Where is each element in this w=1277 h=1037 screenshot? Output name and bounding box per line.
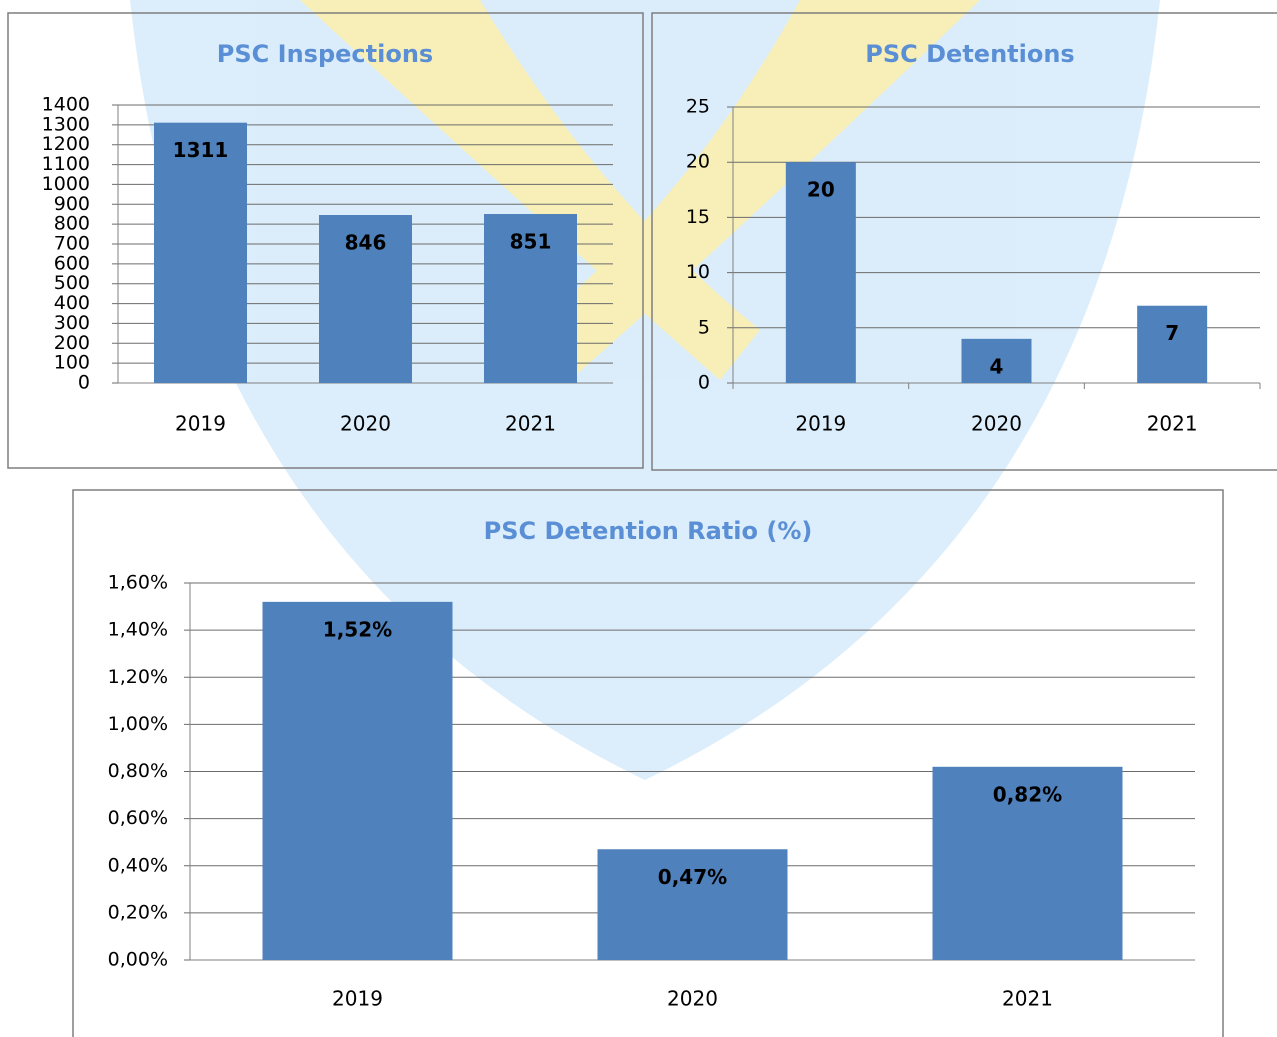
y-tick-label: 1300 — [42, 113, 90, 135]
bar — [263, 602, 453, 960]
data-label: 1311 — [173, 138, 229, 162]
y-tick-label: 500 — [54, 272, 90, 294]
y-tick-label: 100 — [54, 352, 90, 374]
x-tick-label: 2019 — [795, 412, 846, 436]
data-label: 7 — [1165, 321, 1179, 345]
y-tick-label: 15 — [686, 206, 710, 228]
y-tick-label: 900 — [54, 193, 90, 215]
y-tick-label: 1200 — [42, 133, 90, 155]
y-tick-label: 1,00% — [108, 713, 168, 735]
data-label: 0,47% — [658, 865, 727, 889]
chart-title: PSC Detentions — [865, 40, 1074, 68]
y-tick-label: 10 — [686, 261, 710, 283]
data-label: 851 — [510, 230, 552, 254]
y-tick-label: 200 — [54, 332, 90, 354]
x-tick-label: 2021 — [1002, 987, 1053, 1011]
chart-title: PSC Detention Ratio (%) — [484, 517, 813, 545]
y-tick-label: 1,40% — [108, 619, 168, 641]
y-tick-label: 0,20% — [108, 901, 168, 923]
y-tick-label: 1,60% — [108, 572, 168, 594]
y-tick-label: 0,00% — [108, 949, 168, 971]
data-label: 20 — [807, 178, 835, 202]
x-tick-label: 2021 — [505, 412, 556, 436]
x-tick-label: 2020 — [667, 987, 718, 1011]
x-tick-label: 2021 — [1147, 412, 1198, 436]
y-tick-label: 0,80% — [108, 760, 168, 782]
y-tick-label: 700 — [54, 233, 90, 255]
y-tick-label: 1000 — [42, 173, 90, 195]
y-tick-label: 800 — [54, 213, 90, 235]
charts: PSC Inspections0100200300400500600700800… — [0, 0, 1277, 1037]
y-tick-label: 400 — [54, 292, 90, 314]
x-tick-label: 2019 — [175, 412, 226, 436]
y-tick-label: 20 — [686, 151, 710, 173]
data-label: 846 — [345, 231, 387, 255]
y-tick-label: 0,60% — [108, 807, 168, 829]
data-label: 0,82% — [993, 782, 1062, 806]
data-label: 4 — [990, 354, 1004, 378]
y-tick-label: 0 — [78, 372, 90, 394]
data-label: 1,52% — [323, 617, 392, 641]
x-tick-label: 2019 — [332, 987, 383, 1011]
y-tick-label: 600 — [54, 252, 90, 274]
y-tick-label: 0,40% — [108, 854, 168, 876]
y-tick-label: 300 — [54, 312, 90, 334]
y-tick-label: 5 — [698, 316, 710, 338]
y-tick-label: 0 — [698, 372, 710, 394]
chart-title: PSC Inspections — [217, 40, 433, 68]
y-tick-label: 1400 — [42, 94, 90, 116]
y-tick-label: 25 — [686, 96, 710, 118]
y-tick-label: 1,20% — [108, 666, 168, 688]
y-tick-label: 1100 — [42, 153, 90, 175]
page: {"chart_data": [ {"type": "bar", "title"… — [0, 0, 1277, 1037]
x-tick-label: 2020 — [340, 412, 391, 436]
x-tick-label: 2020 — [971, 412, 1022, 436]
